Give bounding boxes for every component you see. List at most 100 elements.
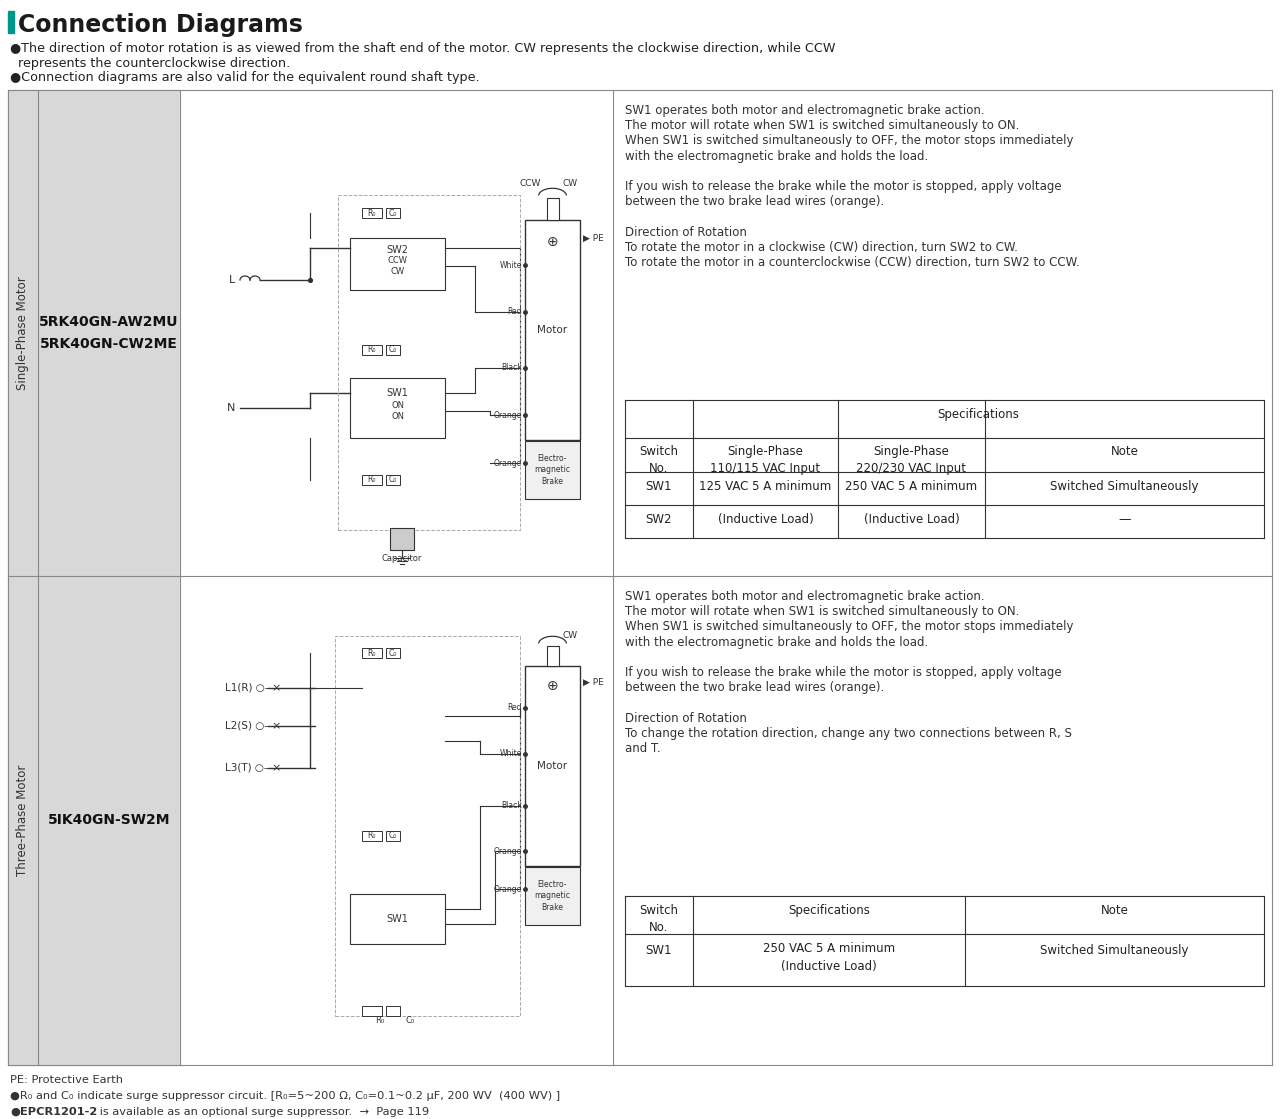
Bar <box>362 648 381 658</box>
Text: between the two brake lead wires (orange).: between the two brake lead wires (orange… <box>625 195 884 208</box>
Bar <box>180 90 613 576</box>
Text: L1(R) ○—: L1(R) ○— <box>225 683 275 693</box>
Text: PE: Protective Earth: PE: Protective Earth <box>10 1075 123 1085</box>
Text: White: White <box>499 261 522 270</box>
Text: Capacitor: Capacitor <box>381 554 422 563</box>
Bar <box>349 894 445 944</box>
Text: C₀: C₀ <box>389 476 397 485</box>
Bar <box>349 378 445 438</box>
Text: White: White <box>499 750 522 759</box>
Text: Orange: Orange <box>494 846 522 856</box>
Bar <box>525 867 580 925</box>
Text: SW1: SW1 <box>645 480 672 493</box>
Bar <box>387 474 399 485</box>
Text: R₀: R₀ <box>367 346 376 355</box>
Bar <box>387 831 399 841</box>
Text: Orange: Orange <box>494 884 522 893</box>
Text: SW1: SW1 <box>645 944 672 957</box>
Text: C₀: C₀ <box>389 649 397 658</box>
Text: Note: Note <box>1111 445 1138 458</box>
Text: with the electromagnetic brake and holds the load.: with the electromagnetic brake and holds… <box>625 150 928 162</box>
Bar <box>362 831 381 841</box>
Text: Specifications: Specifications <box>937 408 1019 421</box>
Bar <box>8 11 14 32</box>
Text: 125 VAC 5 A minimum: 125 VAC 5 A minimum <box>699 480 832 493</box>
Text: Switched Simultaneously: Switched Simultaneously <box>1041 944 1189 957</box>
Text: L2(S) ○—: L2(S) ○— <box>225 721 275 731</box>
Text: Connection Diagrams: Connection Diagrams <box>18 13 303 37</box>
Bar <box>387 1006 399 1016</box>
Text: ●: ● <box>10 1107 20 1117</box>
Bar <box>349 238 445 290</box>
Text: R₀: R₀ <box>367 649 376 658</box>
Text: R₀: R₀ <box>367 476 376 485</box>
Text: Single-Phase Motor: Single-Phase Motor <box>17 276 29 389</box>
Text: ●R₀ and C₀ indicate surge suppressor circuit. [R₀=5~200 Ω, C₀=0.1~0.2 μF, 200 WV: ●R₀ and C₀ indicate surge suppressor cir… <box>10 1091 561 1101</box>
Text: Direction of Rotation: Direction of Rotation <box>625 226 746 238</box>
Text: ⊕: ⊕ <box>547 679 558 693</box>
Text: CCW
CW: CCW CW <box>388 256 407 275</box>
Text: R₀: R₀ <box>367 208 376 217</box>
Text: CW: CW <box>563 631 579 640</box>
Text: with the electromagnetic brake and holds the load.: with the electromagnetic brake and holds… <box>625 636 928 649</box>
Text: between the two brake lead wires (orange).: between the two brake lead wires (orange… <box>625 681 884 694</box>
Text: SW1 operates both motor and electromagnetic brake action.: SW1 operates both motor and electromagne… <box>625 104 984 117</box>
Text: 250 VAC 5 A minimum
(Inductive Load): 250 VAC 5 A minimum (Inductive Load) <box>763 942 895 974</box>
Text: Red: Red <box>507 704 522 713</box>
Bar <box>525 666 580 866</box>
Bar <box>8 576 180 1065</box>
Text: Single-Phase
220/230 VAC Input: Single-Phase 220/230 VAC Input <box>856 445 966 474</box>
Text: (Inductive Load): (Inductive Load) <box>718 513 813 526</box>
Bar <box>338 195 520 530</box>
Text: ×: × <box>271 721 280 731</box>
Text: ×: × <box>271 683 280 693</box>
Bar <box>8 90 180 576</box>
Bar <box>362 208 381 218</box>
Text: is available as an optional surge suppressor.  →  Page 119: is available as an optional surge suppre… <box>96 1107 429 1117</box>
Text: To rotate the motor in a clockwise (CW) direction, turn SW2 to CW.: To rotate the motor in a clockwise (CW) … <box>625 241 1018 254</box>
Text: Orange: Orange <box>494 459 522 468</box>
Text: CW: CW <box>563 179 579 188</box>
Text: R₀: R₀ <box>367 831 376 840</box>
Text: SW2: SW2 <box>645 513 672 526</box>
Text: Black: Black <box>502 801 522 810</box>
Text: ●The direction of motor rotation is as viewed from the shaft end of the motor. C: ●The direction of motor rotation is as v… <box>10 43 836 55</box>
Text: Electro-
magnetic
Brake: Electro- magnetic Brake <box>535 881 571 912</box>
Text: 5IK40GN-SW2M: 5IK40GN-SW2M <box>47 814 170 827</box>
Text: Red: Red <box>507 308 522 317</box>
Text: N: N <box>227 403 236 413</box>
Text: CCW: CCW <box>520 179 541 188</box>
Text: represents the counterclockwise direction.: represents the counterclockwise directio… <box>10 57 291 70</box>
Bar <box>613 576 1272 1065</box>
Text: To rotate the motor in a counterclockwise (CCW) direction, turn SW2 to CCW.: To rotate the motor in a counterclockwis… <box>625 256 1079 269</box>
Text: C₀: C₀ <box>389 208 397 217</box>
Text: and T.: and T. <box>625 742 660 755</box>
Text: ×: × <box>271 763 280 773</box>
Text: (Inductive Load): (Inductive Load) <box>864 513 960 526</box>
Text: C₀: C₀ <box>389 346 397 355</box>
Text: 250 VAC 5 A minimum: 250 VAC 5 A minimum <box>845 480 978 493</box>
Text: Motor: Motor <box>538 761 567 771</box>
Text: ▶ PE: ▶ PE <box>582 677 604 686</box>
Bar <box>613 90 1272 576</box>
Text: ▶ PE: ▶ PE <box>582 234 604 243</box>
Text: If you wish to release the brake while the motor is stopped, apply voltage: If you wish to release the brake while t… <box>625 180 1061 192</box>
Bar <box>525 220 580 440</box>
Bar <box>387 208 399 218</box>
Bar <box>362 474 381 485</box>
Bar <box>362 1006 381 1016</box>
Text: R₀: R₀ <box>375 1016 384 1025</box>
Text: Black: Black <box>502 364 522 373</box>
Text: To change the rotation direction, change any two connections between R, S: To change the rotation direction, change… <box>625 727 1071 740</box>
Text: EPCR1201-2: EPCR1201-2 <box>20 1107 97 1117</box>
Text: Three-Phase Motor: Three-Phase Motor <box>17 764 29 876</box>
Text: If you wish to release the brake while the motor is stopped, apply voltage: If you wish to release the brake while t… <box>625 666 1061 679</box>
Text: L: L <box>229 275 236 285</box>
Bar <box>547 646 558 666</box>
Bar <box>180 576 613 1065</box>
Text: Direction of Rotation: Direction of Rotation <box>625 712 746 725</box>
Bar <box>387 345 399 355</box>
Bar <box>362 345 381 355</box>
Text: Motor: Motor <box>538 325 567 335</box>
Text: Electro-
magnetic
Brake: Electro- magnetic Brake <box>535 454 571 486</box>
